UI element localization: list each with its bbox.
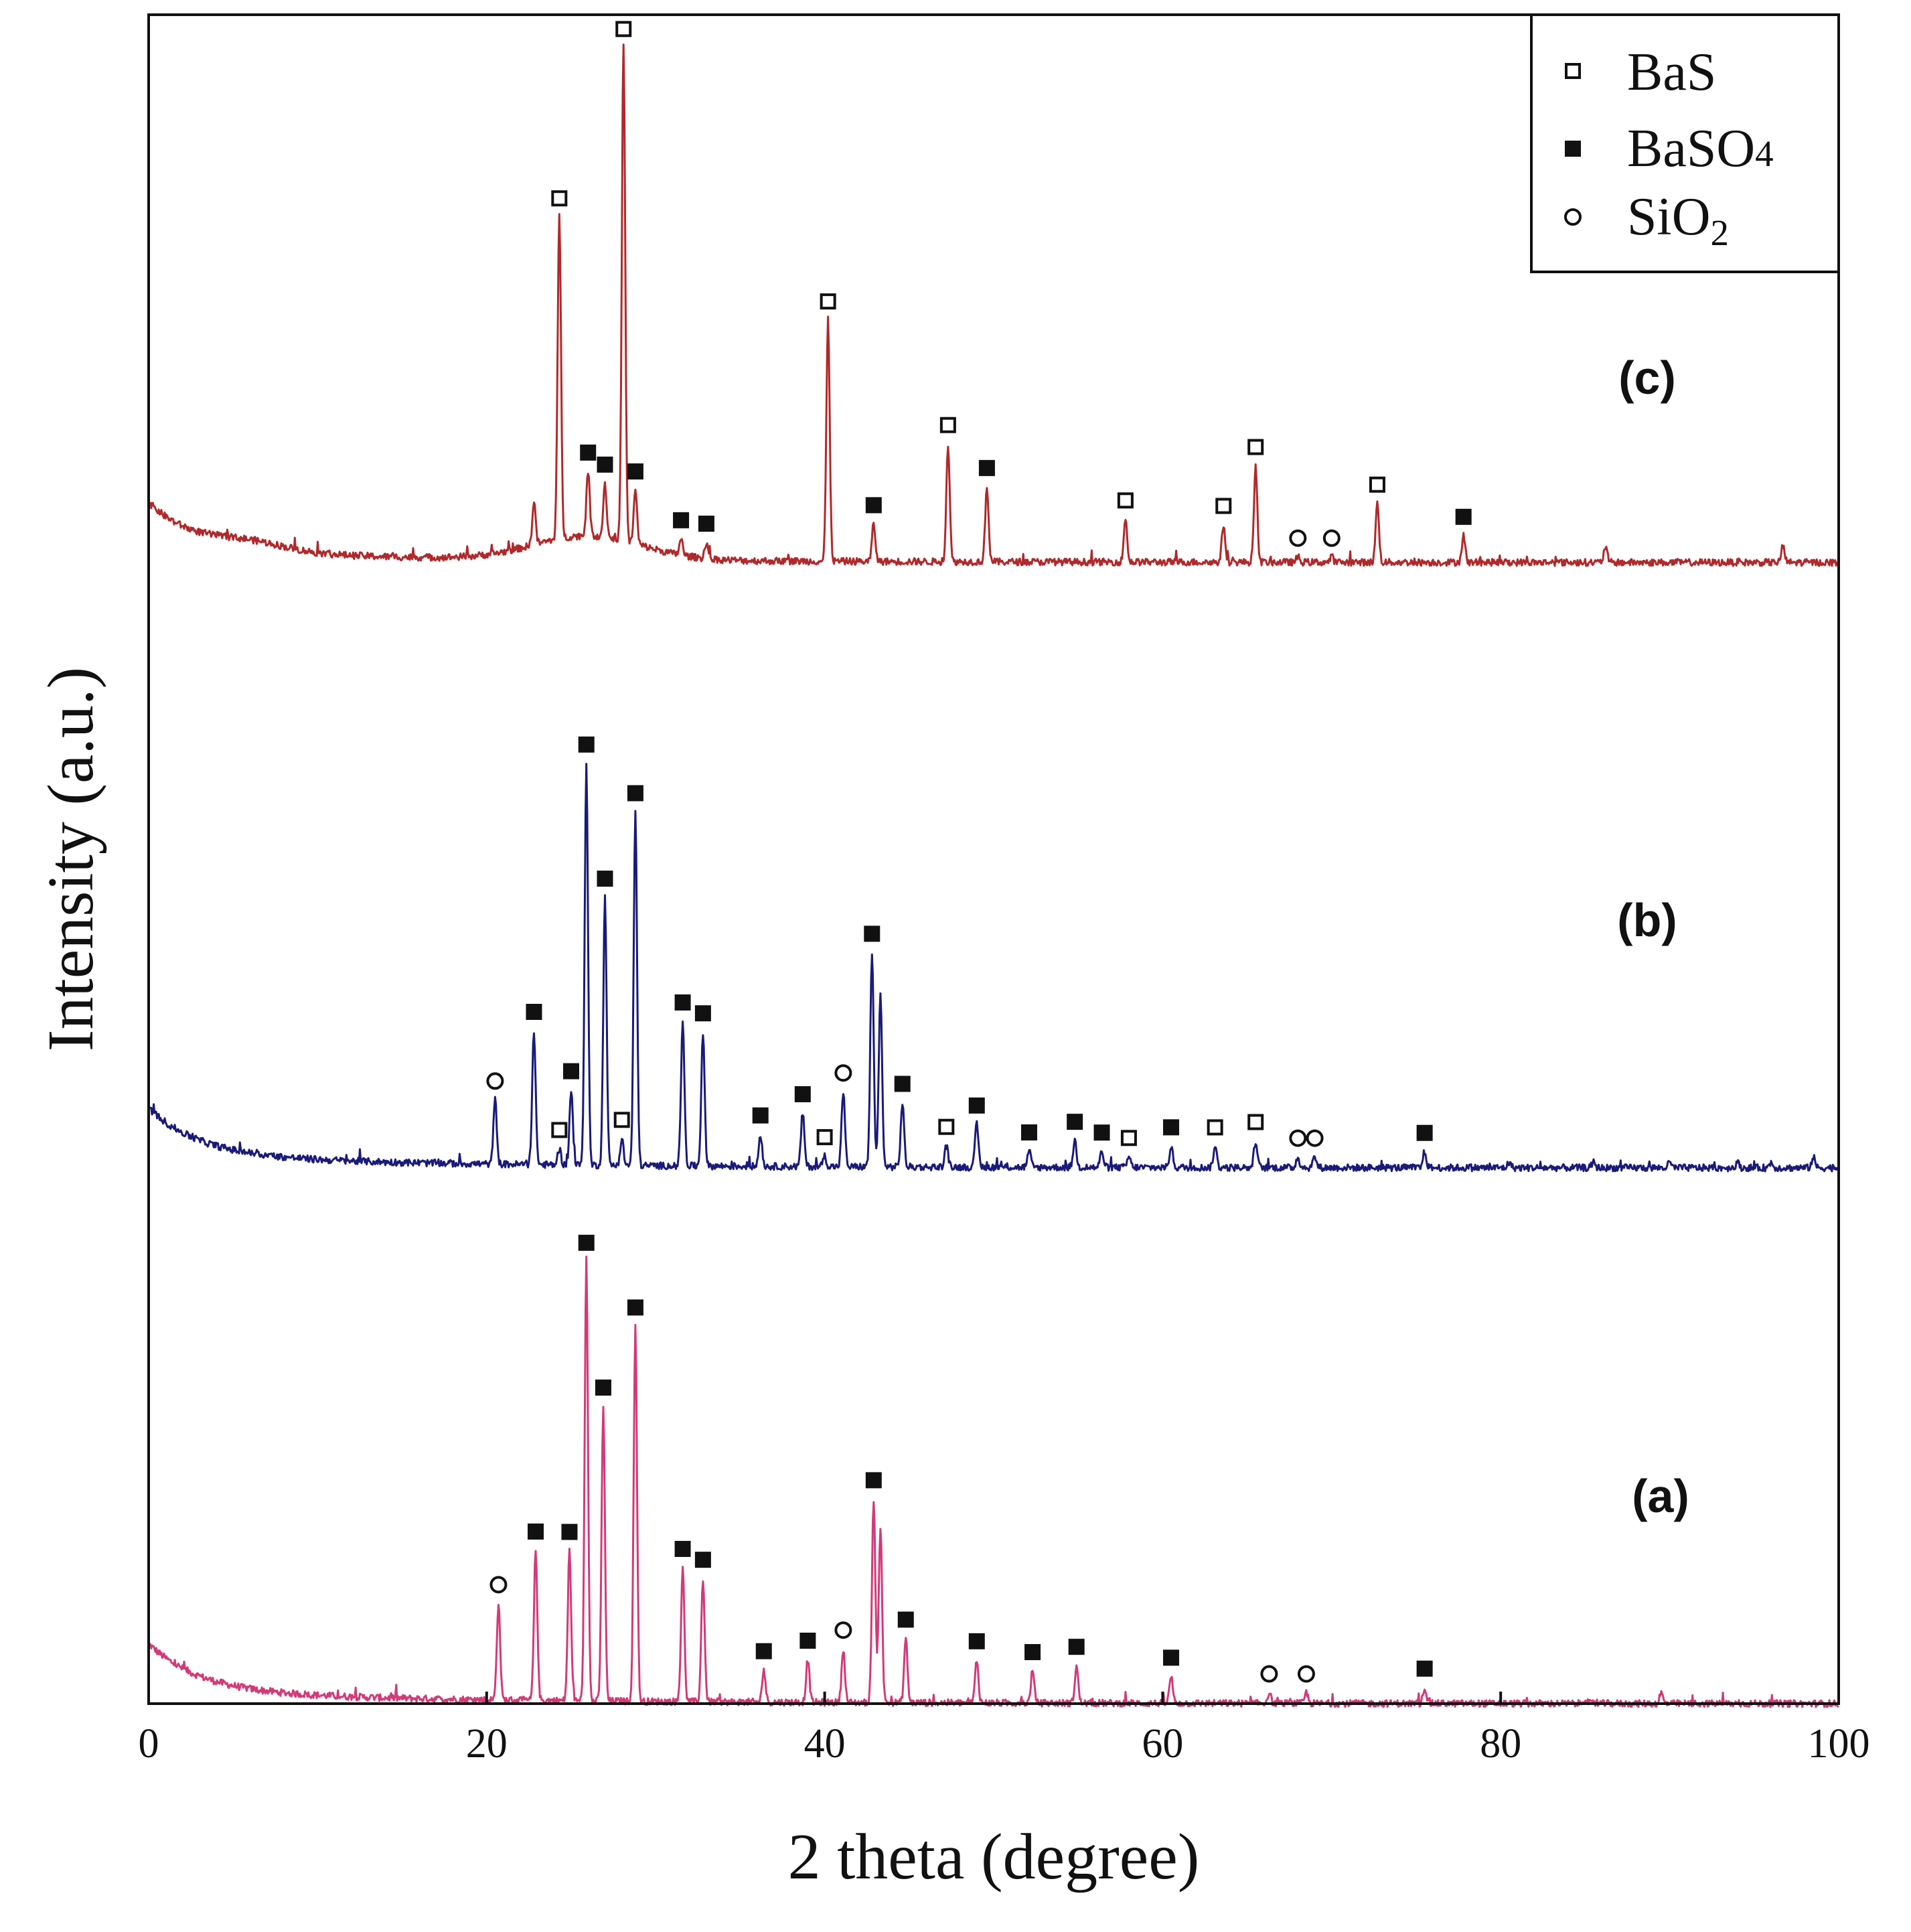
x-tick-label: 60 <box>1142 1721 1183 1767</box>
baso4-marker <box>563 1063 579 1080</box>
baso4-marker <box>864 925 881 942</box>
x-tick-label: 100 <box>1808 1721 1870 1767</box>
baso4-marker <box>752 1107 769 1124</box>
baso4-marker <box>799 1632 816 1649</box>
baso4-marker <box>865 1472 882 1489</box>
legend: BaS BaSO4 SiO2 <box>1530 13 1840 273</box>
bas-marker <box>1117 492 1134 509</box>
bas-marker <box>615 21 632 38</box>
bas-marker <box>939 417 956 433</box>
sio2-marker <box>489 1576 508 1594</box>
sio2-marker <box>834 1064 852 1082</box>
x-tick-label: 40 <box>804 1721 846 1767</box>
baso4-marker <box>561 1524 578 1540</box>
legend-baso4-base: BaSO <box>1627 119 1755 178</box>
series-layer <box>147 44 1840 1708</box>
x-tick-label: 80 <box>1480 1721 1521 1767</box>
baso4-marker <box>1455 508 1472 525</box>
series-label-c: (c) <box>1618 352 1676 404</box>
baso4-marker <box>578 1234 595 1251</box>
legend-baso4-label: BaSO4 <box>1627 119 1774 178</box>
baso4-marker <box>1163 1649 1180 1666</box>
sio2-marker <box>1289 529 1307 547</box>
bas-marker <box>816 1129 833 1146</box>
series-label-a: (a) <box>1632 1470 1689 1522</box>
bas-marker <box>938 1118 955 1135</box>
plot-frame <box>147 13 1840 1705</box>
series-line-c <box>147 44 1840 567</box>
sio2-marker <box>1260 1665 1278 1683</box>
baso4-marker <box>597 456 613 473</box>
baso4-marker <box>968 1097 985 1114</box>
baso4-marker <box>1416 1660 1433 1677</box>
baso4-marker <box>1416 1124 1433 1141</box>
series-label-b: (b) <box>1617 894 1677 946</box>
baso4-marker <box>673 512 690 528</box>
bas-marker <box>820 293 836 310</box>
bas-marker <box>551 190 568 207</box>
baso4-marker <box>968 1633 985 1649</box>
sio2-marker <box>486 1072 504 1090</box>
bas-marker <box>1247 1114 1264 1130</box>
baso4-marker <box>897 1611 914 1628</box>
baso4-marker <box>865 497 882 514</box>
legend-baso4-marker <box>1565 141 1581 157</box>
baso4-marker <box>627 463 643 479</box>
baso4-marker <box>578 736 595 753</box>
baso4-marker <box>694 1005 711 1022</box>
legend-bas-marker <box>1565 63 1581 79</box>
baso4-marker <box>794 1086 811 1102</box>
baso4-marker <box>595 1380 611 1396</box>
baso4-marker <box>755 1643 772 1659</box>
baso4-marker <box>1024 1644 1041 1661</box>
series-line-a <box>147 1256 1839 1708</box>
sio2-marker <box>1289 1129 1307 1147</box>
sio2-marker <box>1297 1665 1315 1683</box>
baso4-marker <box>674 994 691 1011</box>
legend-sio2-subscript: 2 <box>1711 212 1730 253</box>
x-axis-title: 2 theta (degree) <box>788 1821 1200 1893</box>
baso4-marker <box>1093 1124 1110 1141</box>
bas-marker <box>1247 439 1264 455</box>
baso4-marker <box>580 444 597 461</box>
bas-marker <box>1369 476 1385 493</box>
series-line-b <box>147 763 1839 1173</box>
bas-marker <box>1207 1119 1223 1136</box>
x-tick-label: 20 <box>466 1721 508 1767</box>
baso4-marker <box>1163 1119 1180 1136</box>
sio2-marker <box>1306 1129 1324 1147</box>
legend-sio2-base: SiO <box>1627 188 1711 246</box>
x-axis: 0 20 40 60 80 100 <box>139 1692 1870 1767</box>
baso4-marker <box>978 459 995 476</box>
legend-box <box>1530 13 1840 273</box>
baso4-marker <box>894 1075 911 1092</box>
sio2-marker <box>834 1621 852 1639</box>
baso4-marker <box>526 1004 542 1021</box>
bas-marker <box>613 1112 630 1128</box>
baso4-marker <box>698 515 714 532</box>
baso4-marker <box>527 1524 544 1540</box>
bas-marker <box>1120 1130 1137 1146</box>
baso4-marker <box>1068 1639 1085 1655</box>
sio2-marker <box>1322 529 1341 547</box>
legend-baso4-subscript: 4 <box>1755 133 1774 174</box>
baso4-marker <box>1021 1124 1038 1141</box>
bas-marker <box>1215 498 1232 514</box>
baso4-marker <box>694 1552 711 1568</box>
y-axis-title: Intensity (a.u.) <box>35 667 107 1051</box>
baso4-marker <box>597 871 613 887</box>
legend-bas-label: BaS <box>1627 43 1716 102</box>
baso4-marker <box>1067 1114 1083 1130</box>
baso4-marker <box>674 1540 691 1557</box>
legend-sio2-marker <box>1564 208 1582 226</box>
x-tick-label: 0 <box>139 1721 159 1767</box>
baso4-marker <box>627 1299 643 1316</box>
marker-layer <box>486 21 1472 1683</box>
bas-marker <box>551 1122 568 1138</box>
legend-sio2-label: SiO2 <box>1627 188 1729 253</box>
baso4-marker <box>627 785 643 802</box>
